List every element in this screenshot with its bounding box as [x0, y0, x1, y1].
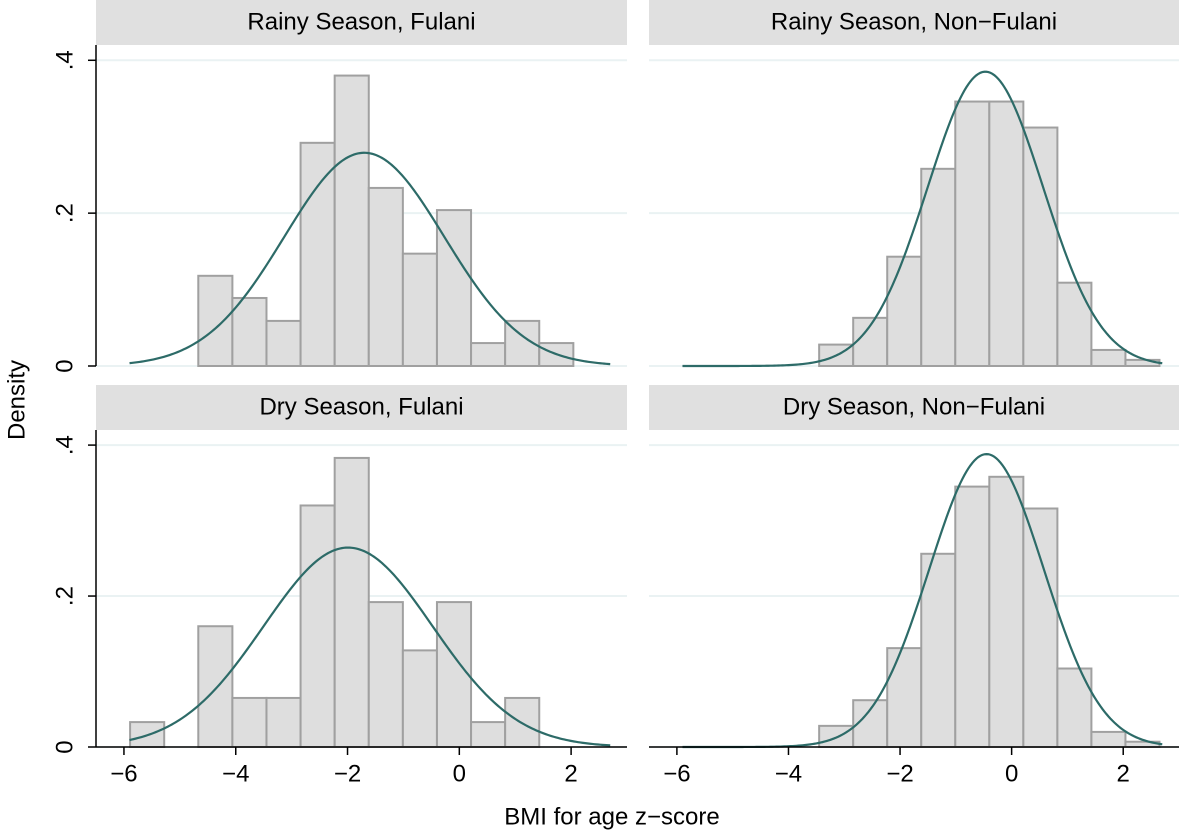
- normal-curve: [129, 546, 611, 747]
- bar: [1022, 126, 1059, 367]
- bar: [886, 255, 923, 368]
- panel-header: [649, 385, 1179, 430]
- x-axis-label: BMI for age z−score: [504, 803, 719, 830]
- bar: [401, 649, 438, 749]
- bar: [1090, 730, 1127, 749]
- bar: [197, 274, 234, 368]
- panel-header: [649, 0, 1179, 45]
- bar: [299, 504, 336, 748]
- bar: [954, 100, 991, 368]
- bar: [367, 186, 404, 367]
- bar: [333, 74, 370, 367]
- x-tick-label: 2: [1117, 760, 1130, 787]
- bar: [299, 141, 336, 367]
- normal-curve: [682, 70, 1163, 368]
- normal-curve: [129, 151, 611, 366]
- x-tick-label: 0: [453, 760, 466, 787]
- bar: [1022, 507, 1059, 748]
- bar: [333, 456, 370, 748]
- bar: [197, 625, 234, 748]
- bar: [470, 721, 507, 748]
- panel-title: Rainy Season, Non−Fulani: [771, 8, 1057, 35]
- panel-title: Dry Season, Non−Fulani: [783, 393, 1045, 420]
- bar: [265, 696, 302, 749]
- bar: [920, 552, 957, 748]
- x-tick-label: −4: [775, 760, 802, 787]
- y-tick-label: .2: [51, 586, 78, 606]
- bar: [435, 601, 473, 748]
- panel-header: [96, 385, 627, 430]
- y-tick-label: 0: [51, 359, 78, 372]
- y-tick-label: .4: [51, 435, 78, 455]
- x-tick-label: 0: [1005, 760, 1018, 787]
- y-tick-label: .2: [51, 203, 78, 223]
- bar: [367, 601, 404, 748]
- y-axis-label: Density: [3, 360, 30, 440]
- bar: [920, 167, 957, 367]
- panel-title: Dry Season, Fulani: [259, 393, 463, 420]
- bar: [988, 100, 1025, 368]
- y-tick-label: .4: [51, 50, 78, 70]
- y-tick-label: 0: [51, 740, 78, 753]
- panel-title: Rainy Season, Fulani: [247, 8, 475, 35]
- bar: [470, 342, 507, 368]
- bar: [988, 475, 1025, 748]
- bar: [886, 647, 923, 749]
- bar: [1056, 281, 1093, 368]
- panel-header: [96, 0, 627, 45]
- x-tick-label: −6: [663, 760, 690, 787]
- x-tick-label: −4: [222, 760, 249, 787]
- bar: [954, 485, 991, 748]
- x-tick-label: 2: [564, 760, 577, 787]
- x-tick-label: −6: [110, 760, 137, 787]
- x-tick-label: −2: [886, 760, 913, 787]
- bar: [231, 696, 268, 749]
- bar: [1090, 348, 1127, 368]
- bar: [265, 319, 302, 367]
- bar: [231, 296, 268, 368]
- x-tick-label: −2: [334, 760, 361, 787]
- bar: [401, 252, 438, 367]
